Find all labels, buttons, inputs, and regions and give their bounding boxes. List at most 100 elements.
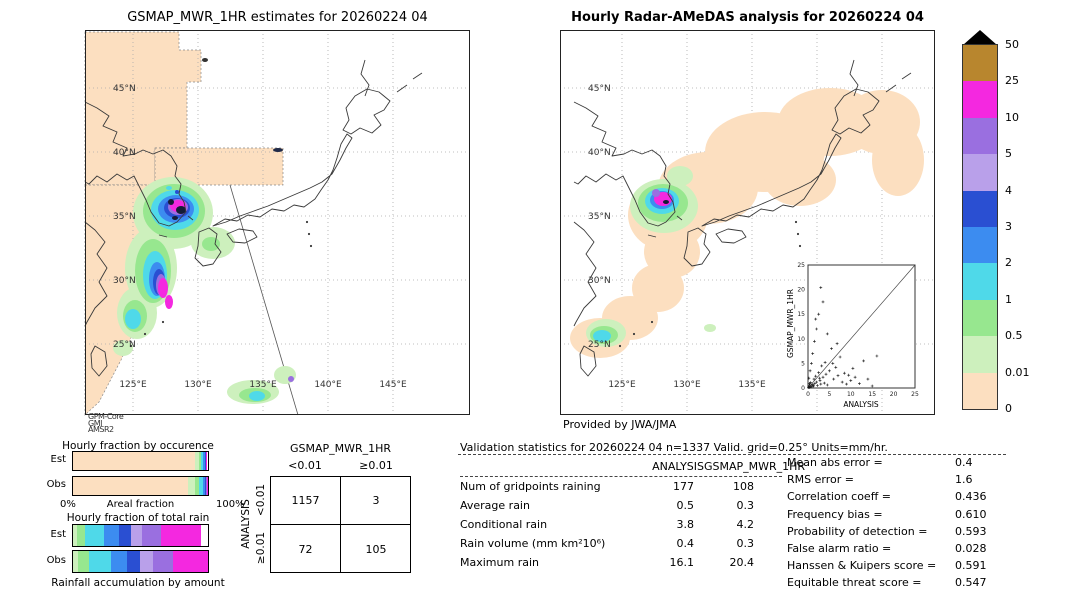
coastline-path — [194, 227, 222, 267]
stats-row: Maximum rain 16.1 20.4 — [460, 553, 782, 572]
bar-segment — [206, 452, 208, 470]
metric-label: Mean abs error = — [787, 456, 883, 469]
inset-identity-line — [807, 264, 916, 389]
bar-segment — [201, 525, 208, 546]
contingency-grid: 1157 3 72 105 — [270, 476, 411, 573]
scatter-point — [849, 379, 853, 382]
stats-row: Conditional rain 3.8 4.2 — [460, 515, 782, 534]
lon-tick-label: 140°E — [314, 380, 342, 390]
precip-blob — [202, 58, 208, 62]
inset-y-tick: 20 — [797, 287, 805, 294]
small-island-dot — [798, 244, 802, 248]
precip-blob — [175, 190, 179, 194]
gsmap-estimate-map: 45°N 40°N 35°N 30°N 25°N 125°E 130°E 135°E 140°E… — [84, 30, 470, 416]
x-min-label: 0% — [60, 499, 76, 510]
precip-blob — [166, 186, 172, 190]
inset-x-tick: 0 — [806, 391, 810, 398]
bar-segment — [187, 477, 195, 495]
sensor-label: AMSR2 — [88, 425, 114, 434]
scatter-point — [821, 300, 825, 304]
metric-label: False alarm ratio = — [787, 541, 892, 555]
precip-blob — [202, 237, 220, 251]
inset-x-tick: 10 — [847, 391, 855, 398]
lon-tick-label: 145°E — [379, 380, 407, 390]
colorbar-label: 25 — [1005, 74, 1019, 88]
bar-segment — [140, 551, 153, 572]
col-header-analysis: ANALYSIS — [652, 460, 704, 473]
scatter-point — [836, 374, 840, 378]
inset-tick-labels: 00 5 5 10 10 15 15 20 20 25 25 — [797, 262, 919, 398]
contingency-row-label: ≥0.01 — [255, 531, 267, 565]
bar-segment — [203, 452, 205, 470]
scatter-point — [819, 382, 823, 386]
scatter-point — [816, 384, 819, 387]
stats-row-label: Num of gridpoints raining — [460, 480, 601, 493]
colorbar-block — [963, 227, 997, 264]
metric-value: 0.547 — [955, 576, 987, 590]
inset-scatter-points — [807, 286, 879, 389]
inset-ylabel: GSMAP_MWR_1HR — [786, 289, 795, 358]
scatter-point — [828, 369, 831, 373]
occurrence-obs-row: Obs — [38, 476, 243, 500]
scatter-point — [825, 332, 829, 336]
metric-row: Mean abs error = 0.4 — [787, 456, 1005, 473]
coastlines — [573, 59, 912, 377]
metric-row: Equitable threat score = 0.547 — [787, 576, 1005, 593]
precip-blob — [872, 124, 924, 196]
metric-label: Hanssen & Kuipers score = — [787, 559, 937, 573]
scatter-point — [821, 375, 825, 379]
bar-segment — [126, 551, 141, 572]
radar-amedas-map: ANALYSIS GSMAP_MWR_1HR 00 5 5 10 10 15 15 20 20 2… — [560, 30, 935, 415]
colorbar-block — [963, 117, 997, 155]
precip-blob — [249, 391, 265, 401]
bar-segment — [199, 477, 203, 495]
scatter-point — [807, 382, 811, 385]
contingency-row-title: ANALYSIS — [240, 499, 252, 549]
fraction-charts: Hourly fraction by occurence Est Obs 0% … — [38, 438, 245, 598]
lat-tick-label: 25°N — [588, 340, 611, 350]
scatter-point — [822, 381, 826, 385]
validation-stats: Validation statistics for 20260224 04 n=… — [458, 441, 1006, 606]
scatter-point — [820, 364, 824, 368]
bar-segment — [205, 477, 208, 495]
bar-segment — [160, 525, 202, 546]
coastline-path — [885, 72, 912, 93]
metric-value: 1.6 — [955, 473, 973, 487]
scatter-point — [858, 382, 861, 385]
small-island-dot — [650, 320, 654, 324]
lon-tick-label: 130°E — [673, 380, 701, 390]
analysis-value: 16.1 — [669, 556, 695, 569]
colorbar-block — [963, 336, 997, 373]
scatter-point — [819, 286, 823, 289]
precip-blob — [652, 189, 660, 197]
precip-blob — [593, 330, 611, 342]
colorbar-label: 4 — [1005, 183, 1012, 197]
lat-tick-label: 30°N — [113, 276, 136, 286]
small-island-dot — [632, 332, 636, 336]
scatter-point — [834, 365, 838, 369]
analysis-value: 0.5 — [676, 499, 695, 512]
bar-segment — [194, 477, 200, 495]
small-island-dot — [307, 232, 311, 236]
scatter-point — [810, 362, 813, 365]
bar-segment — [77, 525, 86, 546]
bar-segment — [73, 452, 195, 470]
precip-blob — [113, 340, 133, 356]
scatter-point — [825, 383, 829, 387]
contingency-row-label: <0.01 — [255, 483, 267, 517]
bar-segment — [89, 551, 111, 572]
metric-row: Frequency bias = 0.610 — [787, 508, 1005, 525]
colorbar-label: 0 — [1005, 402, 1012, 415]
metric-label: Correlation coeff = — [787, 490, 891, 504]
contingency-col-label: ≥0.01 — [359, 459, 393, 472]
bar-segment — [78, 551, 90, 572]
coastline-path — [90, 345, 108, 377]
inset-y-tick: 5 — [801, 360, 805, 367]
scatter-point — [866, 377, 870, 381]
bar-segment — [201, 452, 204, 470]
scatter-point — [817, 371, 821, 375]
bar-segment — [73, 477, 188, 495]
inset-x-tick: 25 — [911, 391, 919, 398]
metric-value: 0.610 — [955, 507, 987, 521]
